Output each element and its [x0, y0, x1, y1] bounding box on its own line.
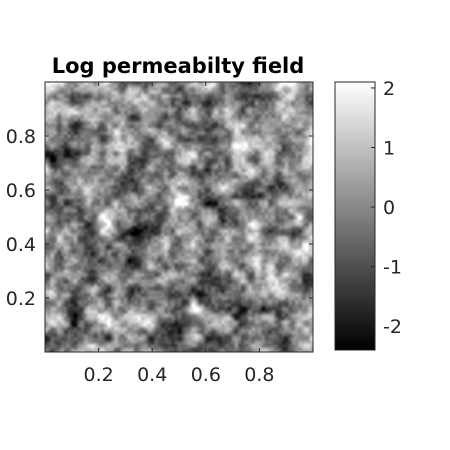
plot-area	[44, 81, 314, 353]
y-tick-label: 0.4	[6, 234, 36, 256]
y-axis: 0.2 0.4 0.6 0.8	[6, 126, 313, 310]
colorbar-tick-label: -2	[383, 316, 402, 338]
colorbar-tick-label: -1	[383, 257, 402, 279]
y-tick-label: 0.6	[6, 180, 36, 202]
heatmap-image	[45, 82, 313, 352]
x-tick-label: 0.2	[83, 364, 113, 386]
colorbar-gradient	[335, 82, 375, 350]
x-axis: 0.2 0.4 0.6 0.8	[83, 82, 275, 386]
colorbar-frame	[334, 81, 376, 351]
colorbar-tick-label: 2	[383, 78, 395, 100]
colorbar-tick-label: 0	[383, 197, 395, 219]
plot-frame	[44, 81, 314, 353]
x-tick-label: 0.8	[244, 364, 274, 386]
colorbar-ticks: -2 -1 0 1 2	[371, 78, 402, 338]
y-tick-label: 0.2	[6, 288, 36, 310]
x-tick-label: 0.6	[191, 364, 221, 386]
y-tick-label: 0.8	[6, 126, 36, 148]
colorbar: -2 -1 0 1 2	[334, 78, 402, 351]
colorbar-tick-label: 1	[383, 138, 395, 160]
x-tick-label: 0.4	[137, 364, 167, 386]
chart-title: Log permeabilty field	[52, 54, 305, 78]
